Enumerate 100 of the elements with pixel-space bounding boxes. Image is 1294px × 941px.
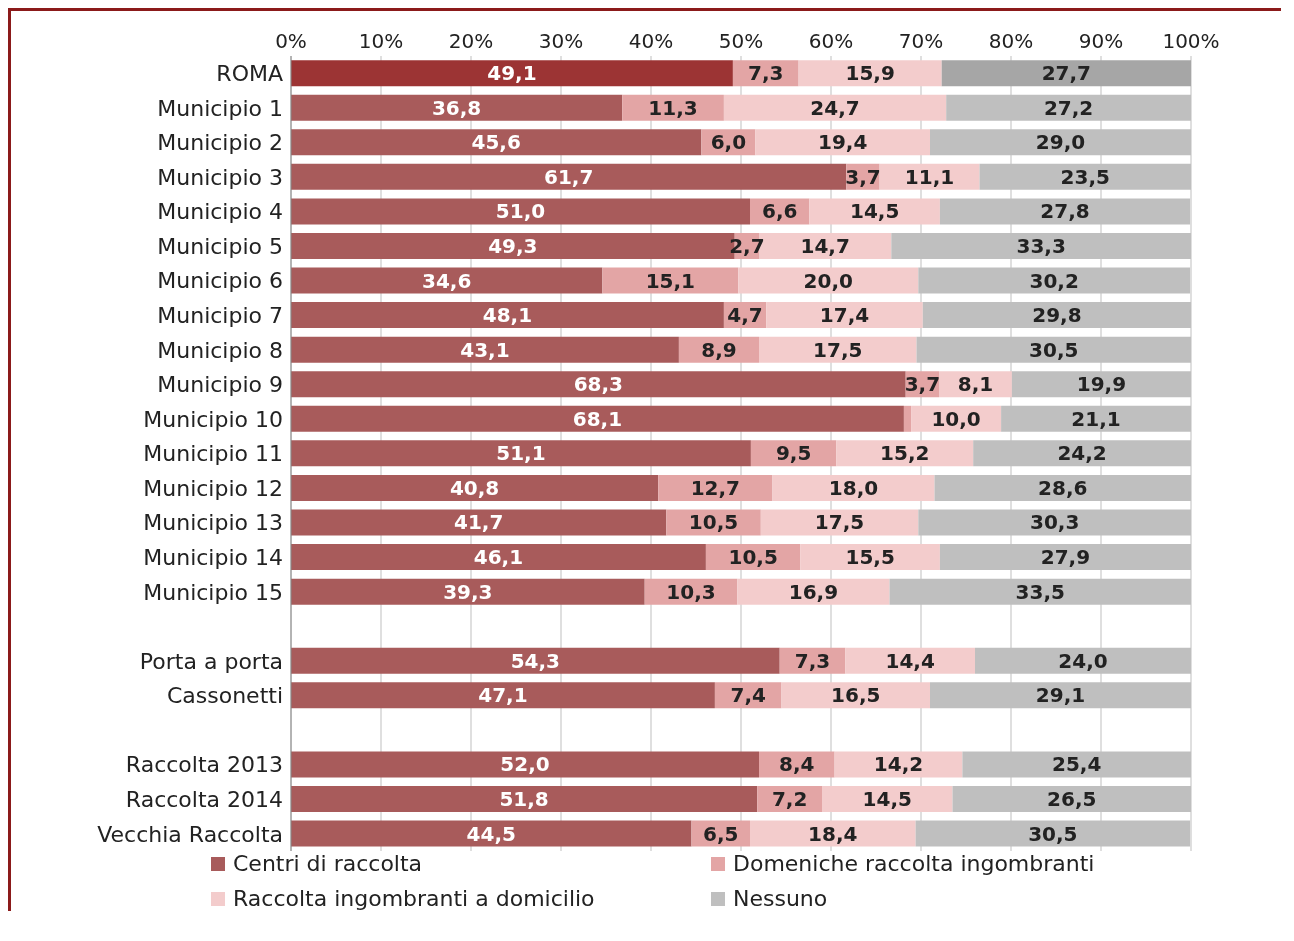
data-label: 29,1 bbox=[1035, 683, 1086, 708]
bar bbox=[809, 198, 940, 225]
data-label: 24,7 bbox=[810, 95, 860, 120]
x-tick-label: 70% bbox=[898, 29, 944, 53]
data-label: 29,8 bbox=[1032, 303, 1082, 328]
data-label: 12,7 bbox=[690, 475, 741, 500]
data-label: 10,5 bbox=[688, 510, 739, 535]
y-tick-label: Raccolta 2013 bbox=[125, 752, 283, 778]
data-label: 8,1 bbox=[957, 372, 994, 397]
y-tick-label: Vecchia Raccolta bbox=[97, 821, 283, 847]
bar bbox=[781, 682, 930, 709]
bar bbox=[291, 198, 750, 225]
bar bbox=[291, 129, 702, 156]
data-label: 11,1 bbox=[904, 164, 955, 189]
bar bbox=[759, 336, 917, 363]
data-label: 10,0 bbox=[931, 406, 981, 431]
bar bbox=[291, 474, 659, 501]
data-label: 29,0 bbox=[1035, 130, 1086, 155]
data-label: 54,3 bbox=[510, 648, 561, 673]
data-label: 25,4 bbox=[1052, 752, 1102, 777]
y-tick-label: Municipio 8 bbox=[157, 337, 283, 363]
data-label: 30,2 bbox=[1029, 268, 1079, 293]
data-label: 10,3 bbox=[666, 579, 716, 604]
data-label: 46,1 bbox=[473, 545, 524, 570]
data-label: 47,1 bbox=[478, 683, 528, 708]
y-tick-label: Porta a porta bbox=[139, 648, 283, 674]
x-tick-label: 20% bbox=[448, 29, 494, 53]
data-label: 18,4 bbox=[808, 821, 858, 846]
bar bbox=[800, 544, 940, 571]
data-label: 4,7 bbox=[727, 303, 763, 328]
data-label: 17,5 bbox=[814, 510, 865, 535]
data-label: 10,5 bbox=[728, 545, 778, 570]
bar bbox=[291, 267, 603, 294]
data-label: 68,1 bbox=[572, 406, 623, 431]
data-label: 11,3 bbox=[648, 95, 698, 120]
data-label: 33,3 bbox=[1016, 233, 1066, 258]
data-label: 3,7 bbox=[845, 164, 881, 189]
bar bbox=[291, 820, 692, 847]
data-label: 18,0 bbox=[828, 475, 879, 500]
data-label: 16,9 bbox=[788, 579, 839, 604]
data-label: 27,8 bbox=[1040, 199, 1090, 224]
data-label: 39,3 bbox=[443, 579, 493, 604]
data-label: 61,7 bbox=[543, 164, 594, 189]
data-label: 30,5 bbox=[1028, 821, 1078, 846]
data-label: 30,3 bbox=[1029, 510, 1080, 535]
data-label: 9,5 bbox=[775, 441, 812, 466]
data-label: 24,2 bbox=[1057, 441, 1107, 466]
data-label: 6,6 bbox=[761, 199, 798, 224]
bar bbox=[737, 578, 890, 605]
legend-label: Domeniche raccolta ingombranti bbox=[733, 851, 1095, 876]
bar bbox=[291, 371, 906, 398]
bar bbox=[755, 129, 930, 156]
data-label: 51,0 bbox=[495, 199, 546, 224]
bar bbox=[845, 647, 975, 674]
y-tick-label: Municipio 1 bbox=[157, 95, 283, 121]
y-tick-label: Municipio 2 bbox=[157, 130, 283, 156]
bar bbox=[291, 578, 645, 605]
data-label: 15,2 bbox=[880, 441, 930, 466]
data-label: 15,9 bbox=[845, 61, 895, 86]
data-label: 36,8 bbox=[431, 95, 482, 120]
data-label: 27,9 bbox=[1040, 545, 1091, 570]
data-label: 15,1 bbox=[645, 268, 696, 293]
legend-label: Nessuno bbox=[733, 886, 828, 911]
data-label: 49,3 bbox=[488, 233, 538, 258]
bar bbox=[291, 163, 847, 190]
data-label: 19,9 bbox=[1076, 372, 1127, 397]
y-tick-label: ROMA bbox=[216, 61, 283, 87]
data-label: 40,8 bbox=[449, 475, 500, 500]
y-tick-label: Municipio 6 bbox=[157, 268, 283, 294]
bar bbox=[291, 302, 724, 329]
data-label: 14,5 bbox=[849, 199, 900, 224]
bar bbox=[291, 405, 904, 432]
bar bbox=[941, 60, 1191, 87]
data-label: 17,5 bbox=[813, 337, 863, 362]
data-label: 7,2 bbox=[771, 787, 808, 812]
data-label: 48,1 bbox=[482, 303, 533, 328]
data-label: 6,5 bbox=[703, 821, 739, 846]
bar bbox=[772, 474, 935, 501]
data-label: 51,8 bbox=[499, 787, 549, 812]
data-label: 15,5 bbox=[845, 545, 895, 570]
bar bbox=[760, 509, 919, 536]
data-label: 49,1 bbox=[487, 61, 537, 86]
data-label: 7,3 bbox=[794, 648, 831, 673]
bar bbox=[903, 405, 912, 432]
data-label: 14,2 bbox=[873, 752, 924, 777]
y-tick-label: Municipio 13 bbox=[143, 510, 283, 536]
data-label: 7,4 bbox=[730, 683, 766, 708]
y-tick-label: Municipio 4 bbox=[157, 199, 283, 225]
data-label: 24,0 bbox=[1058, 648, 1108, 673]
bar bbox=[291, 509, 667, 536]
bar bbox=[836, 440, 974, 467]
data-label: 21,1 bbox=[1071, 406, 1121, 431]
y-tick-label: Municipio 14 bbox=[143, 545, 283, 571]
data-label: 30,5 bbox=[1029, 337, 1079, 362]
bar bbox=[291, 751, 759, 778]
bar bbox=[798, 60, 942, 87]
bar bbox=[291, 94, 623, 121]
data-label: 20,0 bbox=[803, 268, 853, 293]
y-tick-label: Municipio 12 bbox=[143, 475, 283, 501]
data-label: 14,5 bbox=[862, 787, 912, 812]
